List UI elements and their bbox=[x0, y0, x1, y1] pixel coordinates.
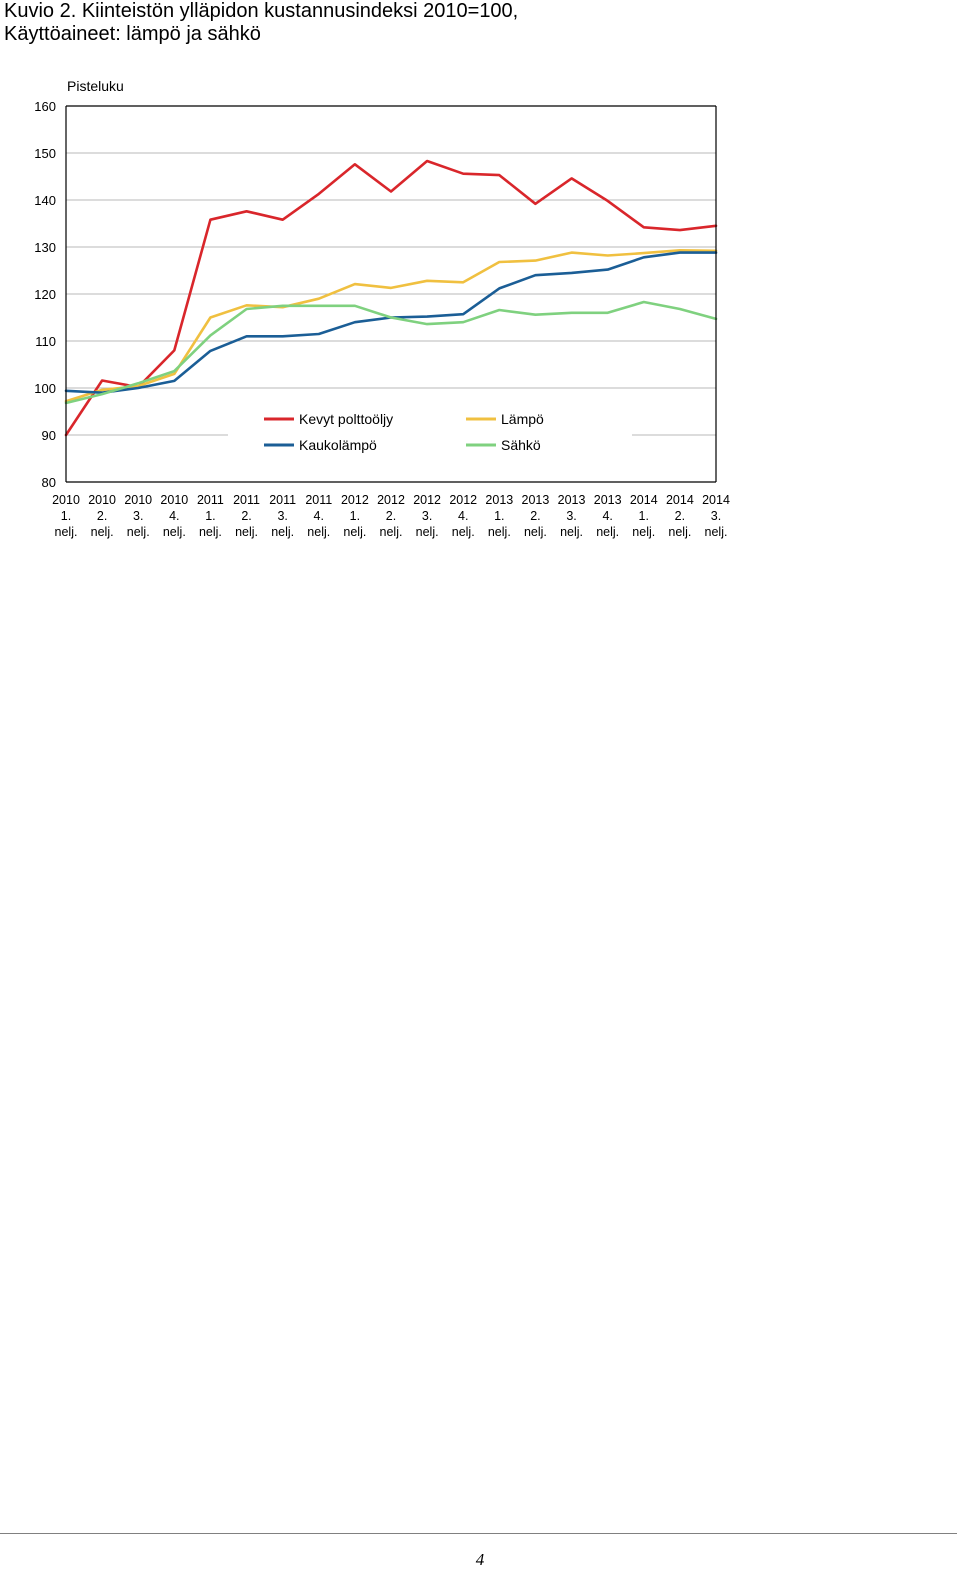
legend-label: Sähkö bbox=[501, 437, 541, 453]
x-tick-label: nelj. bbox=[127, 525, 150, 539]
series-layer bbox=[64, 159, 718, 437]
y-tick-label: 160 bbox=[34, 99, 56, 114]
footer-rule bbox=[0, 1533, 957, 1534]
x-tick-label: 1. bbox=[494, 509, 504, 523]
y-tick-labels: 80 90 100 110 120 130 140 150 160 bbox=[34, 99, 56, 490]
x-tick-label: nelj. bbox=[416, 525, 439, 539]
series-line bbox=[64, 159, 718, 437]
y-tick-label: 120 bbox=[34, 287, 56, 302]
x-tick-label: 3. bbox=[422, 509, 432, 523]
grid-lines bbox=[66, 152, 716, 436]
x-tick-label: 2011 bbox=[269, 493, 296, 507]
x-tick-label: 1. bbox=[205, 509, 215, 523]
page-number: 4 bbox=[475, 1550, 485, 1569]
x-tick-label: nelj. bbox=[199, 525, 222, 539]
x-tick-label: nelj. bbox=[452, 525, 475, 539]
y-tick-label: 130 bbox=[34, 240, 56, 255]
x-tick-label: 2010 bbox=[124, 493, 152, 507]
x-tick-label: 4. bbox=[314, 509, 324, 523]
x-tick-label: 2010 bbox=[88, 493, 116, 507]
y-tick-label: 150 bbox=[34, 146, 56, 161]
x-tick-label: 2. bbox=[386, 509, 396, 523]
x-tick-labels: 2010 1. nelj. 2010 2. nelj. 2010 3. nelj. 2010 4. n… bbox=[52, 493, 730, 539]
x-tick-label: 3. bbox=[133, 509, 143, 523]
x-tick-label: nelj. bbox=[596, 525, 619, 539]
x-tick-label: 2014 bbox=[702, 493, 730, 507]
x-tick-label: 2012 bbox=[341, 493, 369, 507]
x-tick-label: nelj. bbox=[632, 525, 655, 539]
series-line bbox=[64, 249, 718, 403]
x-tick-label: 3. bbox=[566, 509, 576, 523]
x-tick-label: 1. bbox=[350, 509, 360, 523]
y-tick-label: 80 bbox=[42, 475, 56, 490]
x-tick-label: nelj. bbox=[560, 525, 583, 539]
x-tick-label: 2. bbox=[97, 509, 107, 523]
x-tick-label: nelj. bbox=[524, 525, 547, 539]
x-tick-label: 2010 bbox=[160, 493, 188, 507]
x-tick-label: nelj. bbox=[343, 525, 366, 539]
x-tick-label: nelj. bbox=[55, 525, 78, 539]
legend-label: Kevyt polttoöljy bbox=[299, 411, 393, 427]
x-tick-label: nelj. bbox=[163, 525, 186, 539]
x-tick-label: nelj. bbox=[668, 525, 691, 539]
x-tick-label: 2010 bbox=[52, 493, 80, 507]
x-tick-label: 2011 bbox=[305, 493, 332, 507]
x-tick-label: 2011 bbox=[233, 493, 260, 507]
x-tick-label: nelj. bbox=[488, 525, 511, 539]
x-tick-label: 3. bbox=[711, 509, 721, 523]
x-tick-label: 2014 bbox=[630, 493, 658, 507]
x-tick-label: nelj. bbox=[235, 525, 258, 539]
x-tick-label: 4. bbox=[602, 509, 612, 523]
x-tick-label: nelj. bbox=[307, 525, 330, 539]
x-tick-label: 2014 bbox=[666, 493, 694, 507]
figure-title-line-2: Käyttöaineet: lämpö ja sähkö bbox=[4, 23, 261, 45]
line-chart: Kevyt polttoöljy Lämpö Kaukolämpö Sähkö 80 9… bbox=[34, 78, 730, 539]
x-tick-label: 1. bbox=[639, 509, 649, 523]
y-tick-label: 100 bbox=[34, 381, 56, 396]
x-tick-label: 1. bbox=[61, 509, 71, 523]
x-tick-label: 2011 bbox=[197, 493, 224, 507]
legend-label: Lämpö bbox=[501, 411, 544, 427]
x-tick-label: nelj. bbox=[380, 525, 403, 539]
y-tick-label: 90 bbox=[42, 428, 56, 443]
x-tick-label: 2013 bbox=[485, 493, 513, 507]
figure-title: Kuvio 2. Kiinteistön ylläpidon kustannus… bbox=[4, 0, 954, 46]
x-tick-label: 2. bbox=[530, 509, 540, 523]
x-tick-label: 2. bbox=[241, 509, 251, 523]
x-tick-label: 3. bbox=[277, 509, 287, 523]
x-tick-label: 2013 bbox=[522, 493, 550, 507]
y-axis-label: Pisteluku bbox=[67, 78, 124, 94]
x-tick-label: nelj. bbox=[91, 525, 114, 539]
x-tick-label: 4. bbox=[169, 509, 179, 523]
x-tick-label: 2012 bbox=[377, 493, 405, 507]
x-tick-label: 2012 bbox=[413, 493, 441, 507]
x-tick-label: nelj. bbox=[271, 525, 294, 539]
x-tick-label: 2012 bbox=[449, 493, 477, 507]
series-line bbox=[64, 300, 718, 405]
figure-title-line-1: Kuvio 2. Kiinteistön ylläpidon kustannus… bbox=[4, 0, 519, 22]
x-tick-label: 2013 bbox=[594, 493, 622, 507]
legend-label: Kaukolämpö bbox=[299, 437, 377, 453]
y-tick-label: 110 bbox=[35, 334, 56, 349]
y-tick-label: 140 bbox=[34, 193, 56, 208]
legend: Kevyt polttoöljy Lämpö Kaukolämpö Sähkö bbox=[228, 405, 632, 461]
x-tick-label: 2013 bbox=[558, 493, 586, 507]
legend-box bbox=[228, 405, 632, 461]
x-tick-label: 2. bbox=[675, 509, 685, 523]
x-tick-label: nelj. bbox=[705, 525, 728, 539]
x-tick-label: 4. bbox=[458, 509, 468, 523]
